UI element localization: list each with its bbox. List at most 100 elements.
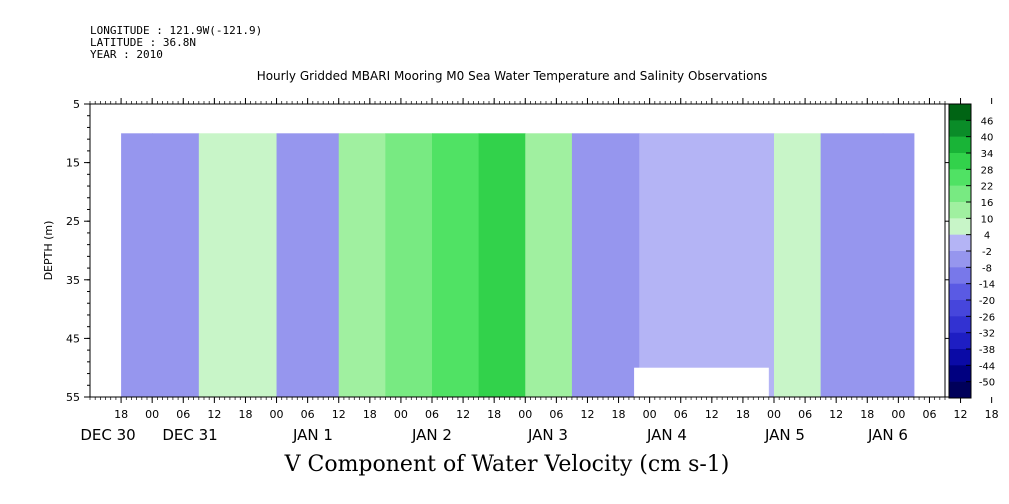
heatmap-cell bbox=[198, 133, 278, 398]
colorbar-label: 40 bbox=[981, 133, 994, 144]
x-date-label: DEC 30 bbox=[80, 426, 135, 444]
heatmap-cell bbox=[639, 133, 775, 398]
x-tick-label: 06 bbox=[798, 408, 812, 421]
colorbar-swatch bbox=[949, 251, 971, 268]
heatmap-cell bbox=[774, 133, 822, 398]
colorbar-swatch bbox=[949, 234, 971, 252]
heatmap-cell bbox=[432, 133, 480, 398]
heatmap-cell bbox=[820, 133, 884, 398]
x-tick-label: 00 bbox=[643, 408, 657, 421]
y-tick-label: 15 bbox=[66, 157, 80, 170]
colorbar-swatch bbox=[949, 381, 971, 399]
x-tick-label: 00 bbox=[767, 408, 781, 421]
colorbar-label: 4 bbox=[984, 231, 990, 242]
x-tick-label: 00 bbox=[891, 408, 905, 421]
colorbar-swatch bbox=[949, 300, 971, 317]
x-tick-label: 12 bbox=[207, 408, 221, 421]
missing-data-block bbox=[634, 367, 769, 397]
colorbar-label: 10 bbox=[981, 214, 994, 225]
colorbar-swatch bbox=[949, 267, 971, 284]
x-tick-label: 00 bbox=[394, 408, 408, 421]
colorbar-swatch bbox=[949, 316, 971, 333]
colorbar-label: -8 bbox=[982, 263, 992, 274]
heatmap-cell bbox=[276, 133, 340, 398]
colorbar-label: -38 bbox=[979, 345, 995, 356]
x-tick-label: 06 bbox=[674, 408, 688, 421]
colorbar-label: -44 bbox=[979, 361, 995, 372]
y-tick-label: 5 bbox=[73, 98, 80, 111]
x-date-label: DEC 31 bbox=[162, 426, 217, 444]
y-tick-label: 25 bbox=[66, 215, 80, 228]
colorbar-swatch bbox=[949, 120, 971, 137]
heatmap-cell bbox=[478, 133, 526, 398]
x-tick-label: 18 bbox=[612, 408, 626, 421]
x-tick-label: 18 bbox=[860, 408, 874, 421]
colorbar-label: -32 bbox=[979, 329, 995, 340]
x-tick-label: 18 bbox=[114, 408, 128, 421]
colorbar-swatch bbox=[949, 104, 971, 121]
y-tick-label: 35 bbox=[66, 274, 80, 287]
x-tick-label: 00 bbox=[518, 408, 532, 421]
colorbar-swatch bbox=[949, 283, 971, 301]
colorbar-swatch bbox=[949, 365, 971, 382]
colorbar-label: -20 bbox=[979, 296, 995, 307]
x-axis-title: V Component of Water Velocity (cm s-1) bbox=[284, 452, 730, 477]
x-tick-label: 18 bbox=[487, 408, 501, 421]
colorbar-swatch bbox=[949, 136, 971, 154]
colorbar-label: 22 bbox=[981, 182, 994, 193]
heatmap-cell bbox=[338, 133, 386, 398]
heatmap-cell bbox=[525, 133, 573, 398]
colorbar-swatch bbox=[949, 153, 971, 170]
chart-title: Hourly Gridded MBARI Mooring M0 Sea Wate… bbox=[256, 69, 768, 83]
x-date-label: JAN 6 bbox=[867, 426, 908, 444]
y-tick-label: 55 bbox=[66, 391, 80, 404]
plot-area bbox=[121, 133, 915, 398]
x-tick-label: 18 bbox=[985, 408, 999, 421]
colorbar-label: -2 bbox=[982, 247, 992, 258]
x-tick-label: 12 bbox=[829, 408, 843, 421]
colorbar-swatch bbox=[949, 202, 971, 219]
colorbar-label: 34 bbox=[981, 149, 994, 160]
heatmap-cell bbox=[152, 133, 200, 398]
year-label: YEAR : 2010 bbox=[90, 48, 163, 61]
x-tick-label: 06 bbox=[176, 408, 190, 421]
x-tick-label: 00 bbox=[270, 408, 284, 421]
longitude-label: LONGITUDE : 121.9W(-121.9) bbox=[90, 24, 263, 37]
axes: 5 15 25 35 45 55 DEPTH (m) 18 00 06 12 18 00 06 12 18 00… bbox=[42, 98, 999, 444]
x-tick-label: 12 bbox=[456, 408, 470, 421]
x-tick-label: 06 bbox=[549, 408, 563, 421]
x-tick-label: 12 bbox=[954, 408, 968, 421]
x-tick-label: 06 bbox=[425, 408, 439, 421]
colorbar: 46 40 34 28 22 16 10 4 -2 -8 -14 -20 -26 -32 -38 -44 -50 bbox=[948, 103, 995, 399]
x-date-label: JAN 5 bbox=[764, 426, 805, 444]
x-date-label: JAN 3 bbox=[527, 426, 568, 444]
colorbar-label: 46 bbox=[981, 116, 994, 127]
y-axis-label: DEPTH (m) bbox=[42, 221, 55, 281]
colorbar-swatch bbox=[949, 169, 971, 186]
heatmap-cell bbox=[385, 133, 433, 398]
colorbar-label: -14 bbox=[979, 280, 995, 291]
heatmap-cell bbox=[882, 133, 915, 398]
colorbar-label: -26 bbox=[979, 312, 995, 323]
colorbar-swatch bbox=[949, 349, 971, 366]
x-tick-label: 12 bbox=[705, 408, 719, 421]
x-date-label: JAN 2 bbox=[411, 426, 452, 444]
x-tick-label: 06 bbox=[301, 408, 315, 421]
y-tick-label: 45 bbox=[66, 332, 80, 345]
x-tick-label: 18 bbox=[736, 408, 750, 421]
x-tick-label: 18 bbox=[238, 408, 252, 421]
x-tick-label: 00 bbox=[145, 408, 159, 421]
colorbar-label: -50 bbox=[979, 378, 995, 389]
latitude-label: LATITUDE : 36.8N bbox=[90, 36, 196, 49]
colorbar-label: 16 bbox=[981, 198, 994, 209]
heatmap-cell bbox=[121, 133, 153, 398]
x-tick-label: 12 bbox=[580, 408, 594, 421]
x-tick-label: 06 bbox=[922, 408, 936, 421]
heatmap-cell bbox=[571, 133, 640, 398]
x-date-label: JAN 1 bbox=[292, 426, 333, 444]
x-tick-label: 12 bbox=[332, 408, 346, 421]
colorbar-swatch bbox=[949, 332, 971, 350]
plot-frame bbox=[89, 103, 946, 398]
colorbar-label: 28 bbox=[981, 165, 994, 176]
